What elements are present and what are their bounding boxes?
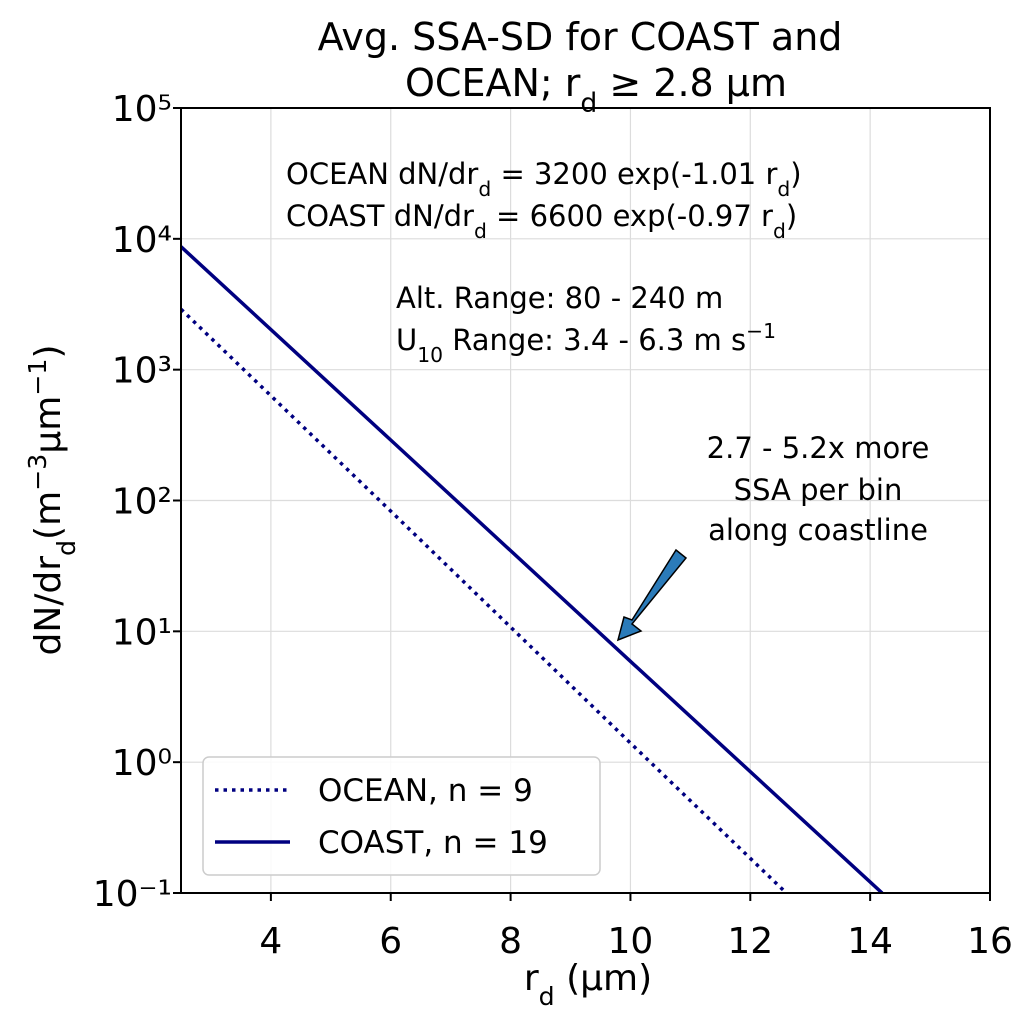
y-axis-label-part: dN/dr bbox=[28, 556, 69, 656]
annotation-part: COAST dN/dr bbox=[286, 199, 474, 233]
x-tick-label: 6 bbox=[379, 921, 402, 962]
annotation-part: ) bbox=[786, 199, 797, 233]
annotation: U10 Range: 3.4 - 6.3 m s−1 bbox=[396, 319, 776, 367]
y-tick-label: 10⁰ bbox=[112, 743, 172, 784]
y-axis-label-part: (m bbox=[28, 491, 69, 540]
annotation-part: 2.7 - 5.2x more bbox=[707, 431, 930, 465]
annotation-part: 10 bbox=[417, 343, 443, 367]
x-axis-label-part: r bbox=[524, 958, 539, 999]
y-tick-label: 10¹ bbox=[112, 612, 172, 653]
annotation: SSA per bin bbox=[734, 473, 903, 507]
x-tick-label: 4 bbox=[259, 921, 282, 962]
plot-data bbox=[181, 245, 884, 893]
annotation-part: along coastline bbox=[708, 513, 928, 547]
annotation-part: SSA per bin bbox=[734, 473, 903, 507]
y-axis-label-part: ) bbox=[28, 345, 69, 359]
y-axis-label-part: μm bbox=[28, 396, 69, 454]
annotation-part: −1 bbox=[746, 319, 776, 343]
legend-label: OCEAN, n = 9 bbox=[318, 773, 533, 809]
x-tick-label: 8 bbox=[499, 921, 522, 962]
series-line bbox=[181, 307, 788, 893]
y-axis-label-part: −1 bbox=[23, 359, 52, 396]
y-axis-label-part: d bbox=[52, 540, 81, 556]
y-tick-label: 10² bbox=[112, 482, 172, 523]
annotation-part: Alt. Range: 80 - 240 m bbox=[396, 281, 723, 315]
y-tick-label: 10⁴ bbox=[112, 220, 172, 261]
annotation-arrow bbox=[616, 548, 688, 642]
annotation: OCEAN dN/drd = 3200 exp(-1.01 rd) bbox=[286, 157, 802, 201]
annotation: along coastline bbox=[708, 513, 928, 547]
x-axis-label-part: d bbox=[539, 982, 555, 1011]
y-axis-label: dN/drd(m−3μm−1) bbox=[23, 345, 81, 656]
annotation-part: = 3200 exp(-1.01 r bbox=[491, 157, 777, 191]
legend-box bbox=[202, 756, 601, 876]
annotation-part: OCEAN dN/dr bbox=[286, 157, 478, 191]
y-axis-label-part: −3 bbox=[23, 454, 52, 491]
annotation-part: d bbox=[773, 219, 786, 243]
annotation-part: = 6600 exp(-0.97 r bbox=[487, 199, 773, 233]
annotation: 2.7 - 5.2x more bbox=[707, 431, 930, 465]
x-tick-label: 10 bbox=[608, 921, 654, 962]
annotation-part: Range: 3.4 - 6.3 m s bbox=[443, 323, 746, 357]
x-tick-label: 14 bbox=[847, 921, 893, 962]
annotation-part: d bbox=[777, 177, 790, 201]
annotation-part: U bbox=[396, 323, 417, 357]
chart-title-part: d bbox=[580, 88, 597, 119]
annotation-part: d bbox=[478, 177, 491, 201]
x-tick-label: 12 bbox=[727, 921, 773, 962]
y-tick-label: 10³ bbox=[112, 351, 172, 392]
x-tick-label: 16 bbox=[967, 921, 1013, 962]
chart-title-part: OCEAN; r bbox=[405, 61, 581, 105]
annotation-part: d bbox=[474, 219, 487, 243]
x-axis-label: rd (μm) bbox=[524, 958, 652, 1011]
annotation: COAST dN/drd = 6600 exp(-0.97 rd) bbox=[286, 199, 797, 243]
y-tick-label: 10⁻¹ bbox=[93, 874, 172, 915]
x-axis-label-part: (μm) bbox=[555, 958, 653, 999]
legend-label: COAST, n = 19 bbox=[318, 825, 548, 861]
series-line bbox=[181, 245, 884, 893]
chart-title-part: ≥ 2.8 μm bbox=[597, 61, 787, 105]
y-tick-label: 10⁵ bbox=[112, 89, 172, 130]
annotation: Alt. Range: 80 - 240 m bbox=[396, 281, 723, 315]
chart-title-part: Avg. SSA-SD for COAST and bbox=[318, 15, 843, 59]
annotation-part: ) bbox=[790, 157, 801, 191]
chart-title: Avg. SSA-SD for COAST and bbox=[318, 15, 843, 59]
chart-title: OCEAN; rd ≥ 2.8 μm bbox=[405, 61, 787, 119]
